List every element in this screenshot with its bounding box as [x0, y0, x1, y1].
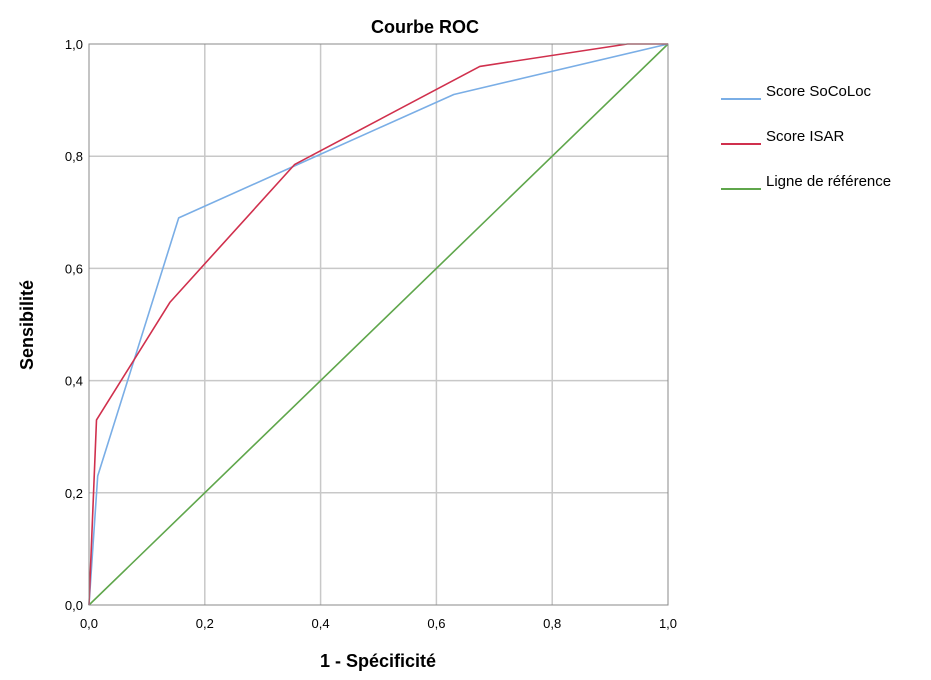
y-axis-label: Sensibilité — [17, 280, 37, 370]
plot-frame — [88, 43, 669, 606]
x-tick-label: 0,8 — [543, 616, 561, 631]
legend-label: Score SoCoLoc — [766, 83, 872, 100]
series-lines — [88, 43, 669, 606]
x-tick-label: 0,0 — [80, 616, 98, 631]
y-tick-label: 0,0 — [65, 598, 83, 613]
tick-labels: 0,0 0,2 0,4 0,6 0,8 1,0 0,0 0,2 0,4 0,6 0,8 1,0 — [65, 37, 677, 631]
chart-title: Courbe ROC — [371, 17, 479, 37]
series-line-2 — [88, 43, 669, 606]
series-line-0 — [88, 43, 669, 606]
legend-label: Score ISAR — [766, 128, 845, 145]
x-axis-label: 1 - Spécificité — [320, 651, 436, 671]
grid — [89, 44, 668, 605]
y-tick-label: 1,0 — [65, 37, 83, 52]
x-tick-label: 0,2 — [196, 616, 214, 631]
legend: Score SoCoLoc Score ISAR Ligne de référenc… — [721, 83, 891, 190]
legend-label: Ligne de référence — [766, 173, 891, 190]
y-tick-label: 0,4 — [65, 374, 83, 389]
y-tick-label: 0,8 — [65, 149, 83, 164]
x-tick-label: 0,4 — [312, 616, 330, 631]
x-tick-label: 0,6 — [427, 616, 445, 631]
y-tick-label: 0,2 — [65, 486, 83, 501]
y-tick-label: 0,6 — [65, 261, 83, 276]
x-tick-label: 1,0 — [659, 616, 677, 631]
